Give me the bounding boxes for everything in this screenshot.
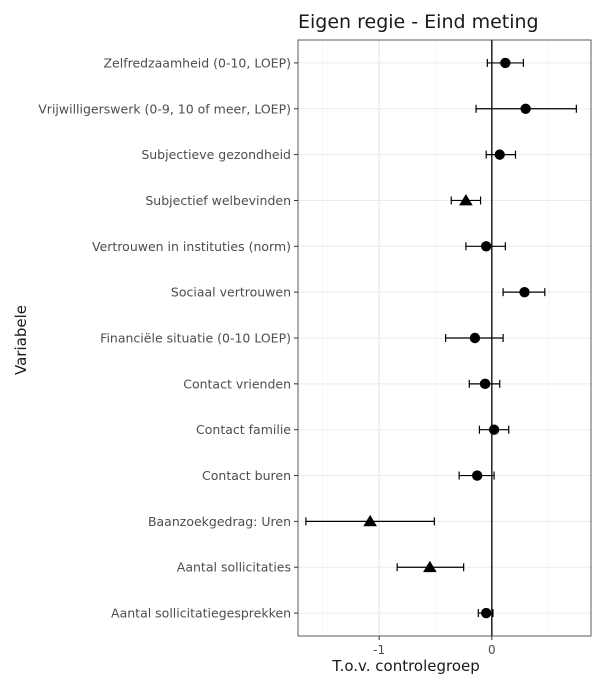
y-tick-label: Aantal sollicitaties: [177, 560, 291, 575]
point-circle: [479, 378, 491, 390]
y-tick-label: Vrijwilligerswerk (0-9, 10 of meer, LOEP…: [38, 101, 291, 116]
point-circle: [471, 470, 483, 481]
point-triangle: [423, 560, 437, 573]
point-circle: [480, 241, 492, 252]
y-tick-label: Contact buren: [202, 468, 291, 483]
point-circle: [480, 607, 492, 619]
x-tick-label: -1: [373, 643, 385, 657]
y-tick-label: Subjectief welbevinden: [145, 193, 291, 208]
y-axis-title: Variabele: [12, 305, 30, 375]
point-circle: [519, 286, 530, 298]
y-tick-label: Baanzoekgedrag: Uren: [148, 514, 291, 529]
point-circle: [520, 103, 531, 114]
point-triangle: [459, 193, 473, 206]
chart-title: Eigen regie - Eind meting: [298, 11, 539, 33]
y-tick-label: Vertrouwen in instituties (norm): [92, 239, 291, 254]
y-tick-label: Sociaal vertrouwen: [171, 285, 291, 300]
y-tick-label: Subjectieve gezondheid: [141, 147, 291, 162]
y-tick-label: Contact familie: [196, 422, 291, 437]
point-circle: [469, 332, 481, 344]
point-circle: [488, 424, 500, 435]
point-circle: [500, 57, 511, 69]
point-triangle: [363, 514, 377, 527]
y-tick-label: Zelfredzaamheid (0-10, LOEP): [103, 55, 291, 70]
y-tick-label: Aantal sollicitatiegesprekken: [111, 606, 291, 621]
x-axis-title: T.o.v. controlegroep: [331, 657, 480, 675]
plot-area: Zelfredzaamheid (0-10, LOEP) Vrijwilliger…: [38, 39, 592, 657]
y-tick-label: Financiële situatie (0-10 LOEP): [100, 331, 291, 346]
point-circle: [494, 149, 505, 160]
x-tick-label: 0: [488, 643, 496, 657]
y-tick-label: Contact vrienden: [183, 376, 291, 391]
